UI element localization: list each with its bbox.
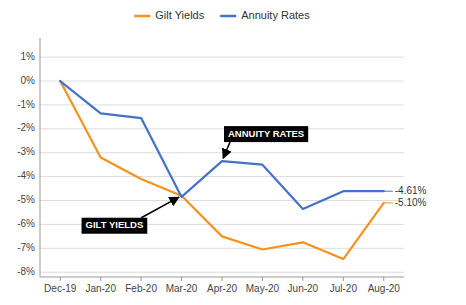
legend: Gilt Yields Annuity Rates <box>134 9 310 21</box>
grid-line <box>40 272 404 273</box>
x-tick <box>262 277 263 281</box>
y-tick-label: -4% <box>17 170 35 181</box>
series-line <box>60 81 384 209</box>
y-tick-label: -5% <box>17 194 35 205</box>
x-tick-label: Dec-19 <box>44 283 77 294</box>
x-tick <box>302 277 303 281</box>
annotation-box <box>82 218 148 234</box>
end-label: -4.61% <box>395 185 427 196</box>
series-line <box>60 81 384 259</box>
x-tick-label: Feb-20 <box>125 283 157 294</box>
y-axis-line <box>40 38 41 277</box>
x-tick-label: May-20 <box>246 283 280 294</box>
end-label-leader <box>384 202 393 203</box>
end-label-leader <box>384 191 393 192</box>
x-tick <box>343 277 344 281</box>
grid-line <box>40 81 404 82</box>
annotation-arrow <box>223 142 230 158</box>
x-tick-label: Jun-20 <box>288 283 319 294</box>
chart: 1% 0% -1% -2% -3% -4% -5% -6% -7% -8% Dec-19 Jan-20… <box>0 0 466 305</box>
x-tick <box>60 277 61 281</box>
x-tick-label: Aug-20 <box>368 283 401 294</box>
y-tick-label: -3% <box>17 146 35 157</box>
y-tick-label: -1% <box>17 99 35 110</box>
end-label: -5.10% <box>395 197 427 208</box>
y-tick-label: 0% <box>21 75 36 86</box>
x-tick <box>383 277 384 281</box>
annotation-text: ANNUITY RATES <box>228 128 304 139</box>
grid-line <box>40 176 404 177</box>
x-tick-label: Jul-20 <box>330 283 358 294</box>
grid-line <box>40 248 404 249</box>
grid-line <box>40 57 404 58</box>
annotation: GILT YIELDS <box>82 197 179 234</box>
x-tick <box>222 277 223 281</box>
legend-swatch <box>134 15 150 18</box>
annotation-text: GILT YIELDS <box>86 219 144 230</box>
y-tick-label: -8% <box>17 266 35 277</box>
grid-line <box>40 104 404 105</box>
annotation: ANNUITY RATES <box>223 126 308 158</box>
y-tick-label: -7% <box>17 242 35 253</box>
y-grid <box>40 57 404 272</box>
x-tick-label: Apr-20 <box>207 283 237 294</box>
x-tick <box>141 277 142 281</box>
y-tick-label: -2% <box>17 122 35 133</box>
y-tick-label: 1% <box>21 51 36 62</box>
y-tick-label: -6% <box>17 218 35 229</box>
legend-label: Gilt Yields <box>155 9 204 21</box>
lines <box>60 81 384 259</box>
legend-swatch <box>220 15 236 18</box>
annotation-arrow <box>141 197 179 218</box>
grid-line <box>40 200 404 201</box>
legend-label: Annuity Rates <box>241 9 310 21</box>
x-tick-label: Jan-20 <box>85 283 116 294</box>
grid-line <box>40 152 404 153</box>
x-tick-label: Mar-20 <box>166 283 198 294</box>
annotation-box <box>224 126 308 142</box>
grid-line <box>40 128 404 129</box>
x-tick <box>181 277 182 281</box>
x-tick <box>100 277 101 281</box>
